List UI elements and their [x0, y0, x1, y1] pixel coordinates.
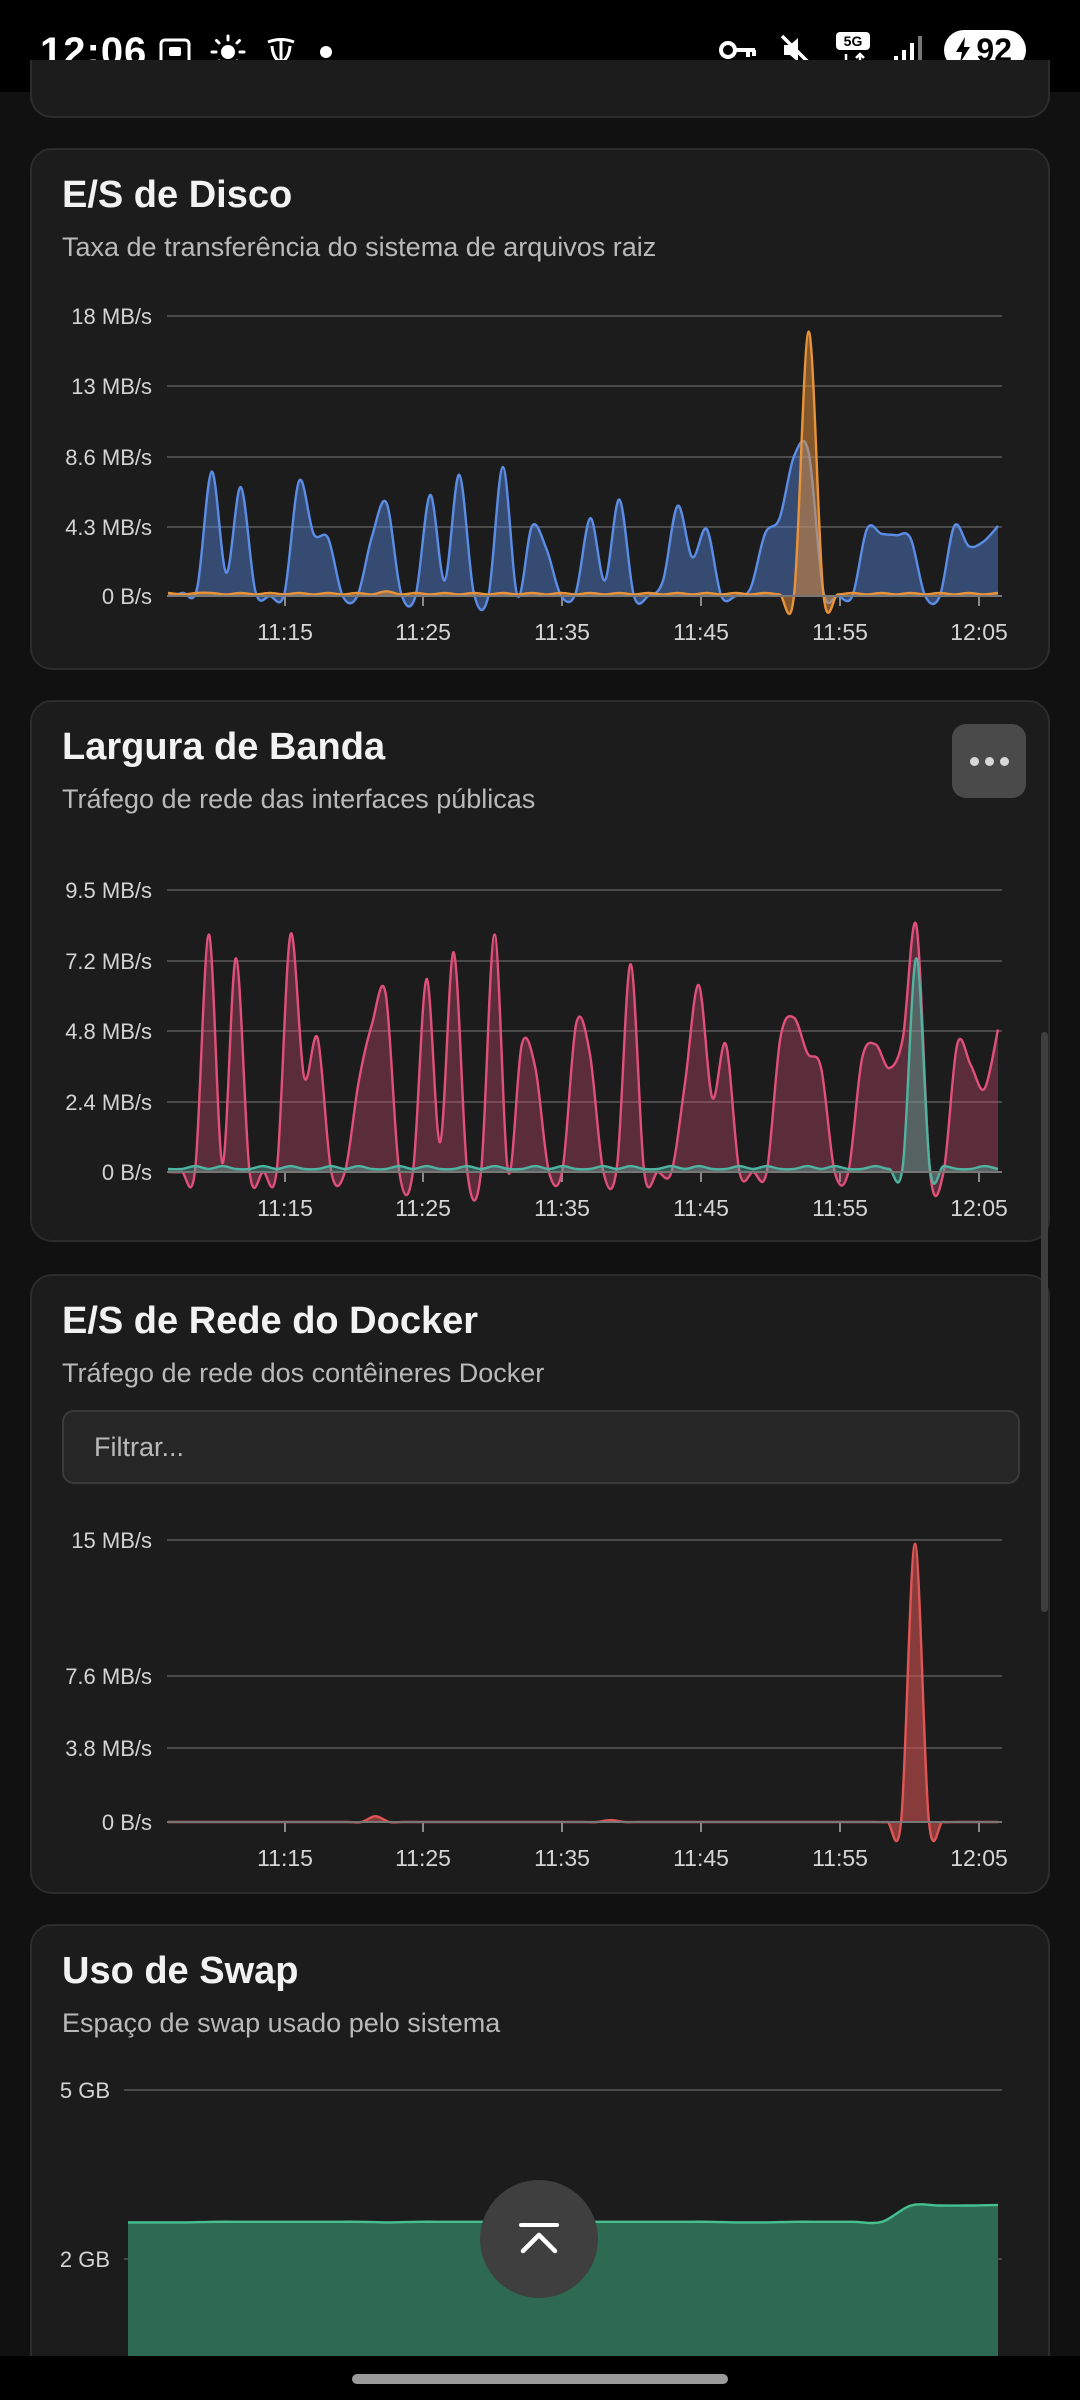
bandwidth-chart[interactable]: 9.5 MB/s 7.2 MB/s 4.8 MB/s 2.4 MB/s 0 B/s 11:…	[32, 702, 1052, 1244]
y-tick-label: 4.8 MB/s	[65, 1019, 152, 1044]
series-line-read	[167, 439, 999, 612]
charging-bolt-icon	[956, 37, 971, 63]
mute-icon	[781, 34, 812, 66]
x-tick-label: 11:25	[395, 619, 451, 645]
card-subtitle: Taxa de transferência do sistema de arqu…	[62, 232, 657, 262]
y-tick-label: 2 GB	[60, 2247, 110, 2272]
series-line-net	[168, 1542, 998, 1843]
docker-network-card: E/S de Rede do Docker Tráfego de rede do…	[30, 1274, 1050, 1894]
y-tick-label: 0 B/s	[102, 1810, 152, 1835]
card-title: E/S de Disco	[62, 174, 293, 216]
x-tick-label: 11:15	[257, 1195, 313, 1221]
y-tick-label: 5 GB	[60, 2078, 110, 2103]
series-area-net	[168, 1543, 998, 1842]
previous-card	[30, 60, 1050, 118]
x-tick-label: 11:15	[257, 1845, 313, 1871]
network-label: 5G	[844, 33, 863, 49]
card-title: E/S de Rede do Docker	[62, 1300, 479, 1342]
y-tick-label: 15 MB/s	[71, 1528, 152, 1553]
disk-io-chart[interactable]: 18 MB/s 13 MB/s 8.6 MB/s 4.3 MB/s 0 B/s 11:15…	[32, 150, 1052, 672]
container-filter-input[interactable]	[62, 1410, 1020, 1484]
chevron-up-icon	[519, 2223, 559, 2254]
x-tick-label: 11:45	[673, 619, 729, 645]
x-tick-label: 12:05	[950, 619, 1008, 645]
disk-io-card: E/S de Disco Taxa de transferência do si…	[30, 148, 1050, 670]
x-tick-label: 12:05	[950, 1195, 1008, 1221]
y-tick-label: 4.3 MB/s	[65, 515, 152, 540]
swap-card: Uso de Swap Espaço de swap usado pelo si…	[30, 1924, 1050, 2400]
x-tick-label: 11:25	[395, 1195, 451, 1221]
y-tick-label: 0 B/s	[102, 584, 152, 609]
y-tick-label: 7.2 MB/s	[65, 949, 152, 974]
x-tick-label: 11:55	[812, 1845, 868, 1871]
y-tick-label: 9.5 MB/s	[65, 878, 152, 903]
series-area-read	[168, 441, 998, 611]
card-subtitle: Tráfego de rede das interfaces públicas	[62, 784, 536, 814]
page-scrollbar[interactable]	[1041, 1032, 1048, 1612]
y-tick-label: 2.4 MB/s	[65, 1090, 152, 1115]
y-tick-label: 7.6 MB/s	[65, 1664, 152, 1689]
series-area-tx	[168, 958, 998, 1184]
scroll-to-top-button[interactable]	[480, 2180, 598, 2298]
card-subtitle: Tráfego de rede dos contêineres Docker	[62, 1358, 545, 1388]
y-tick-label: 13 MB/s	[71, 374, 152, 399]
y-tick-label: 18 MB/s	[71, 304, 152, 329]
docker-network-chart[interactable]: 15 MB/s 7.6 MB/s 3.8 MB/s 0 B/s 11:15 11:25 11…	[32, 1276, 1052, 1896]
y-tick-label: 8.6 MB/s	[65, 445, 152, 470]
y-tick-label: 3.8 MB/s	[65, 1736, 152, 1761]
series-area-swap	[128, 2204, 998, 2400]
x-tick-label: 12:05	[950, 1845, 1008, 1871]
x-tick-label: 11:25	[395, 1845, 451, 1871]
card-title: Largura de Banda	[62, 726, 386, 768]
x-tick-label: 11:55	[812, 1195, 868, 1221]
x-tick-label: 11:55	[812, 619, 868, 645]
swap-chart[interactable]: 5 GB 2 GB	[32, 1926, 1050, 2400]
series-area-rx	[168, 922, 998, 1201]
x-tick-label: 11:45	[673, 1195, 729, 1221]
series-line-tx	[167, 957, 999, 1185]
bandwidth-card: Largura de Banda Tráfego de rede das int…	[30, 700, 1050, 1242]
home-gesture-handle[interactable]	[352, 2374, 728, 2384]
more-dots-icon	[969, 756, 979, 766]
more-options-button[interactable]	[952, 724, 1026, 798]
notification-dot-icon	[320, 46, 332, 58]
vpn-key-icon	[719, 41, 757, 59]
x-tick-label: 11:45	[673, 1845, 729, 1871]
x-tick-label: 11:35	[534, 619, 590, 645]
series-line-write	[167, 330, 999, 616]
x-tick-label: 11:15	[257, 619, 313, 645]
card-title: Uso de Swap	[62, 1950, 299, 1992]
card-subtitle: Espaço de swap usado pelo sistema	[62, 2008, 501, 2038]
x-tick-label: 11:35	[534, 1845, 590, 1871]
x-tick-label: 11:35	[534, 1195, 590, 1221]
y-tick-label: 0 B/s	[102, 1160, 152, 1185]
